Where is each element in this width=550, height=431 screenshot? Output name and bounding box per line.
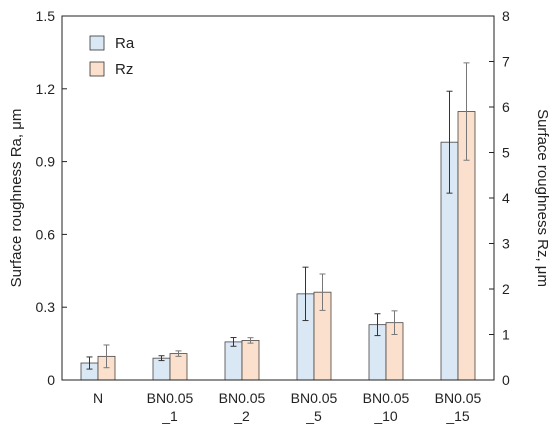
- x-tick-label: BN0.05: [291, 390, 338, 406]
- right-tick-label: 3: [502, 236, 510, 252]
- bar-rz: [169, 353, 188, 381]
- right-tick-label: 2: [502, 281, 510, 297]
- right-tick-label: 8: [502, 8, 510, 24]
- x-tick-label: BN0.05: [219, 390, 266, 406]
- left-tick-label: 0: [47, 372, 55, 388]
- left-tick-label: 1.2: [36, 81, 56, 97]
- legend: Ra Rz: [89, 35, 135, 78]
- left-tick-label: 0.3: [36, 299, 56, 315]
- error-bars-layer: [86, 62, 470, 370]
- right-tick-label: 7: [502, 54, 510, 70]
- bar-ra: [224, 341, 243, 381]
- right-tick-label: 0: [502, 372, 510, 388]
- legend-swatch-ra: [89, 35, 105, 51]
- left-axis-title: Surface roughness Ra, μm: [8, 109, 25, 288]
- left-y-axis: 0 0.3 0.6 0.9 1.2 1.5: [36, 8, 67, 388]
- right-tick-label: 6: [502, 99, 510, 115]
- legend-label-rz: Rz: [115, 61, 133, 78]
- legend-swatch-rz: [89, 61, 105, 77]
- bar-ra: [152, 357, 171, 381]
- x-axis: N BN0.05 _1 BN0.05 _2 BN0.05 _5 BN0.05 _10 BN0.05…: [93, 390, 482, 424]
- x-tick-label: _1: [161, 408, 178, 424]
- left-tick-label: 1.5: [36, 8, 56, 24]
- x-tick-label: N: [93, 390, 103, 406]
- x-tick-label: BN0.05: [363, 390, 410, 406]
- right-tick-label: 1: [502, 327, 510, 343]
- right-y-axis: 0 1 2 3 4 5 6 7 8: [489, 8, 510, 388]
- right-axis-title: Surface roughness Rz, μm: [534, 109, 550, 287]
- left-tick-label: 0.6: [36, 226, 56, 242]
- right-tick-label: 5: [502, 145, 510, 161]
- legend-label-ra: Ra: [115, 35, 135, 52]
- x-tick-label: BN0.05: [147, 390, 194, 406]
- bar-rz: [241, 340, 260, 381]
- x-tick-label: _15: [445, 408, 470, 424]
- bars-layer: [80, 111, 476, 381]
- x-tick-label: BN0.05: [435, 390, 482, 406]
- x-tick-label: _10: [373, 408, 398, 424]
- x-tick-label: _2: [233, 408, 250, 424]
- x-tick-label: _5: [305, 408, 322, 424]
- right-tick-label: 4: [502, 190, 510, 206]
- left-tick-label: 0.9: [36, 154, 56, 170]
